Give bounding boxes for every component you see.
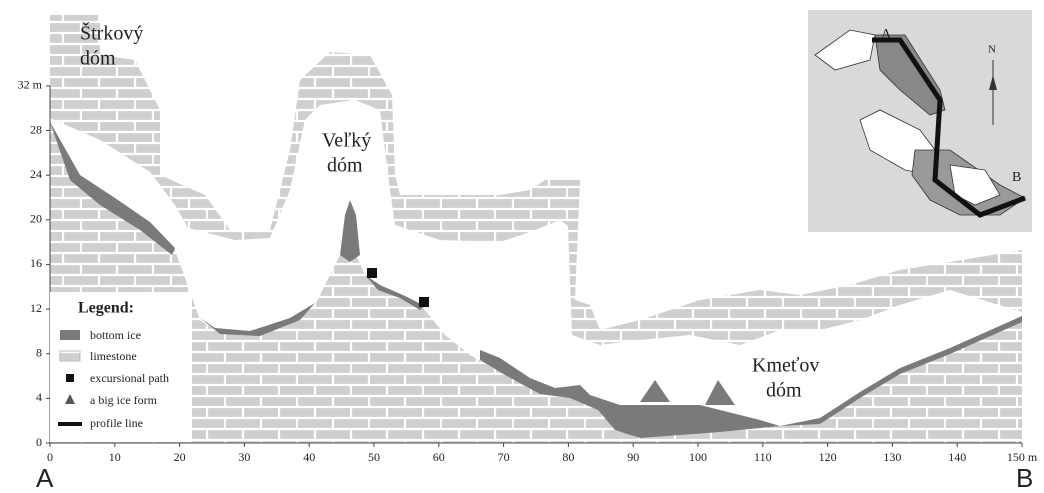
legend-item: excursional path [90,371,169,385]
x-tick-label: 50 [368,450,380,464]
x-tick-label: 30 [238,450,250,464]
y-tick-label: 8 [36,345,42,359]
y-tick-label: 32 m [18,78,43,92]
figure: Štrkový dóm Veľký dóm Kmeťov dóm A B Leg… [0,0,1044,493]
x-tick-label: 40 [303,450,315,464]
x-tick-label: 70 [498,450,510,464]
hall-label: Štrkový [80,21,143,45]
outside [50,0,105,15]
y-tick-label: 24 [30,167,42,181]
y-tick-label: 4 [36,390,42,404]
inset-label: B [1012,170,1021,185]
legend-item: a big ice form [90,393,158,407]
legend-swatch [66,374,74,382]
y-tick-label: 28 [30,122,42,136]
inset-label: A [881,27,892,42]
x-tick-label: 20 [174,450,186,464]
y-tick-label: 0 [36,435,42,449]
inset-label: N [988,44,996,56]
hall-label: Veľký [322,130,371,152]
endpoint-label: A [36,463,54,493]
path-point [367,268,377,278]
x-tick-label: 80 [562,450,574,464]
legend-swatch [60,330,80,340]
x-tick-label: 140 [948,450,966,464]
y-tick-label: 16 [30,256,42,270]
x-tick-label: 110 [754,450,772,464]
legend-item: profile line [90,416,143,430]
x-tick-label: 90 [627,450,639,464]
y-tick-label: 12 [30,301,42,315]
x-tick-label: 120 [819,450,837,464]
legend-item: limestone [90,349,137,363]
legend: Legend: bottom ice limestone excursional… [50,292,192,442]
y-tick-label: 20 [30,212,42,226]
path-point [419,297,429,307]
x-tick-label: 0 [47,450,53,464]
x-tick-label: 150 m [1007,450,1038,464]
legend-title: Legend: [78,300,134,317]
x-tick-label: 60 [433,450,445,464]
legend-item: bottom ice [90,328,141,342]
hall-label: dóm [327,155,363,177]
hall-label: dóm [80,48,116,70]
legend-swatch [60,351,80,361]
hall-label: dóm [766,380,802,402]
legend-swatch [58,422,82,426]
x-tick-label: 100 [689,450,707,464]
page: Štrkový dóm Veľký dóm Kmeťov dóm A B Leg… [0,0,1044,493]
hall-label: Kmeťov [752,355,819,377]
x-tick-label: 10 [109,450,121,464]
inset-map: A B N [808,10,1032,232]
endpoint-label: B [1016,463,1033,493]
x-tick-label: 130 [883,450,901,464]
